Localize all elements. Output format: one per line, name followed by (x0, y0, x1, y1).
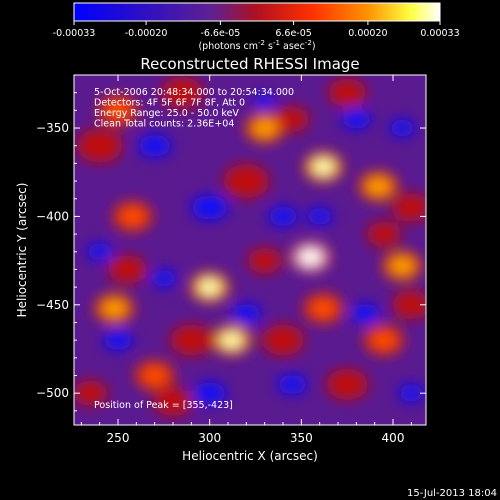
bright-source (119, 206, 146, 227)
emission-hole (268, 206, 298, 227)
emission-hole (103, 330, 133, 350)
bright-source (101, 298, 128, 319)
emission-hole (191, 195, 228, 220)
info-line: Clean Total counts: 2.36E+04 (94, 119, 234, 130)
emission-hole (138, 134, 171, 157)
x-tick-label: 400 (382, 431, 405, 445)
emission-hole (231, 304, 261, 324)
emission-filament (161, 77, 204, 109)
bright-source (370, 330, 397, 351)
emission-filament (392, 193, 426, 222)
bright-source-core (317, 161, 330, 172)
info-line: Detectors: 4F 5F 6F 7F 8F, Att 0 (94, 98, 245, 109)
plot-frame (73, 74, 427, 426)
emission-filament (247, 248, 282, 274)
x-tick-label: 250 (107, 431, 130, 445)
emission-filament (108, 255, 147, 284)
emission-filament (262, 324, 304, 356)
emission-filament (328, 78, 367, 107)
heatmap-image (74, 75, 426, 425)
bright-source (389, 255, 416, 276)
y-tick-label: −450 (36, 298, 69, 312)
x-axis: 250 300 350 400 (80, 75, 412, 445)
colorbar-tick-label: -0.00033 (53, 28, 96, 39)
bright-source (105, 100, 131, 121)
info-line: 5-Oct-2006 20:48:34.000 to 20:54:34.000 (94, 87, 294, 98)
observation-info: 5-Oct-2006 20:48:34.000 to 20:54:34.000D… (94, 87, 294, 130)
colorbar-tick-label: -6.6e-05 (200, 28, 240, 39)
colorbar-tick-label: 6.6e-05 (275, 28, 311, 39)
bright-source (310, 298, 337, 319)
y-tick-label: −500 (36, 386, 69, 400)
bright-source (251, 118, 278, 139)
bright-source (141, 365, 168, 386)
colorbar: -0.00033 -0.00020 -6.6e-05 6.6e-05 0.00020 0.… (53, 2, 460, 52)
chart-title: Reconstructed RHESSI Image (140, 55, 359, 73)
bright-source-core (304, 252, 317, 263)
colorbar-ticks: -0.00033 -0.00020 -6.6e-05 6.6e-05 0.00020 0.… (53, 21, 460, 39)
y-axis: −500 −450 −400 −350 (36, 92, 426, 412)
x-tick-label: 350 (290, 431, 313, 445)
emission-filament (76, 128, 123, 163)
emission-filament (366, 221, 401, 247)
x-axis-label: Heliocentric X (arcsec) (182, 449, 318, 463)
emission-filament (74, 380, 108, 406)
emission-filament (326, 368, 369, 400)
peak-position-label: Position of Peak = [355,-423] (94, 400, 233, 411)
bright-source-core (225, 335, 238, 346)
emission-hole (398, 384, 424, 402)
info-line: Energy Range: 25.0 - 50.0 keV (94, 108, 239, 119)
bright-source-core (203, 282, 216, 293)
y-tick-label: −350 (36, 121, 69, 135)
emission-filament (223, 164, 270, 198)
x-tick-label: 300 (198, 431, 221, 445)
footer-timestamp: 15-Jul-2013 18:04 (407, 488, 497, 499)
emission-hole (341, 109, 371, 129)
emission-hole (87, 243, 113, 261)
emission-hole (389, 119, 415, 137)
emission-hole (277, 374, 307, 394)
emission-hole (151, 269, 177, 287)
colorbar-units: (photons cm-2 s-1 asec-2) (198, 39, 315, 52)
y-axis-label: Heliocentric Y (arcsec) (15, 183, 29, 318)
emission-filament (392, 290, 426, 319)
emission-hole (253, 94, 276, 109)
colorbar-tick-label: 0.00020 (348, 28, 387, 39)
bright-source (365, 176, 392, 197)
emission-filament (170, 324, 213, 356)
colorbar-tick-label: -0.00020 (125, 28, 168, 39)
emission-filament (154, 388, 192, 417)
colorbar-tick-label: 0.00033 (420, 28, 459, 39)
emission-hole (193, 382, 226, 404)
y-tick-label: −400 (36, 209, 69, 223)
colorbar-gradient (73, 2, 441, 22)
emission-hole (351, 304, 380, 324)
emission-hole (307, 208, 333, 225)
